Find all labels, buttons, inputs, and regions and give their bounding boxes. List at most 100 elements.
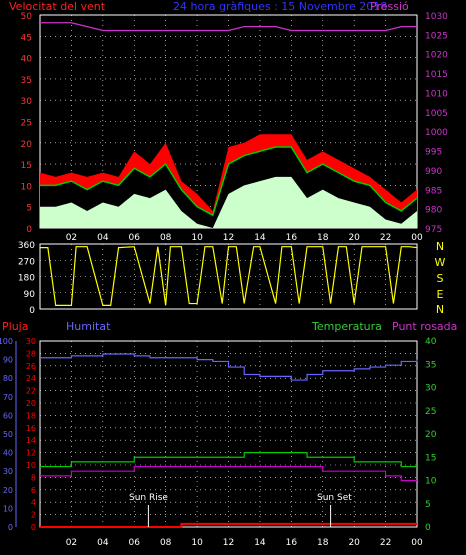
rain-tick-label: 6 <box>31 486 36 495</box>
x-tick-label: 14 <box>254 538 266 548</box>
rain-tick-label: 12 <box>26 449 36 458</box>
rain-tick-label: 22 <box>26 387 36 396</box>
rain-legend: Pluja <box>2 320 28 333</box>
rain-tick-label: 0 <box>31 523 36 532</box>
temp-tick-label: 5 <box>425 500 431 510</box>
temp-tick-label: 40 <box>425 337 437 347</box>
x-tick-label: 02 <box>66 538 77 548</box>
rain-tick-label: 20 <box>26 399 36 408</box>
wind-speed-label: Velocitat del vent <box>9 0 106 13</box>
x-tick-label: 10 <box>191 538 203 548</box>
temp-tick-label: 25 <box>425 407 436 417</box>
y2-tick-label: 1000 <box>425 128 448 138</box>
rain-tick-label: 10 <box>26 461 36 470</box>
y-tick-label: 35 <box>21 76 32 86</box>
x-tick-label: 18 <box>317 233 329 243</box>
humidity-tick-label: 20 <box>3 486 13 495</box>
x-tick-label: 10 <box>191 233 203 243</box>
x-tick-label: 20 <box>348 538 360 548</box>
y-tick-label: 40 <box>21 55 33 65</box>
compass-label: N <box>436 303 444 316</box>
x-tick-label: 18 <box>317 538 329 548</box>
rain-tick-label: 28 <box>26 349 36 358</box>
wind-avg-line <box>40 146 418 217</box>
humidity-tick-label: 100 <box>0 337 13 346</box>
temp-tick-label: 20 <box>425 430 437 440</box>
temp-tick-label: 30 <box>425 384 437 394</box>
dewpoint-legend: Punt rosada <box>392 320 457 333</box>
y2-tick-label: 1025 <box>425 31 448 41</box>
x-tick-label: 00 <box>411 538 423 548</box>
x-tick-label: 06 <box>129 233 141 243</box>
x-tick-label: 14 <box>254 233 266 243</box>
y-tick-label: 0 <box>29 306 35 316</box>
compass-label: S <box>437 272 444 285</box>
x-tick-label: 16 <box>286 538 298 548</box>
pressure-line <box>40 22 417 32</box>
humidity-tick-label: 40 <box>3 449 13 458</box>
y2-tick-label: 1030 <box>425 12 448 22</box>
chart-title: 24 hora gràfiques : 15 Novembre 2018 <box>173 0 387 13</box>
y-tick-label: 25 <box>21 119 32 129</box>
compass-label: E <box>437 288 444 301</box>
y2-tick-label: 980 <box>425 206 442 216</box>
humidity-legend: Humitat <box>66 320 111 333</box>
wind-direction-line <box>40 246 418 306</box>
humidity-line <box>40 353 418 381</box>
humidity-tick-label: 70 <box>3 393 13 402</box>
humidity-tick-label: 50 <box>3 430 13 439</box>
sunrise-label: Sun Rise <box>129 493 168 503</box>
x-tick-label: 12 <box>223 233 234 243</box>
humidity-tick-label: 90 <box>3 356 13 365</box>
y2-tick-label: 990 <box>425 167 442 177</box>
compass-label: W <box>435 256 446 269</box>
y-tick-label: 0 <box>26 225 32 235</box>
x-tick-label: 22 <box>380 233 391 243</box>
x-tick-label: 02 <box>66 233 77 243</box>
temperature-legend: Temperatura <box>311 320 382 333</box>
rain-tick-label: 2 <box>31 511 36 520</box>
x-tick-label: 04 <box>97 538 109 548</box>
y2-tick-label: 985 <box>425 186 442 196</box>
y2-tick-label: 1020 <box>425 51 448 61</box>
y-tick-label: 30 <box>21 97 33 107</box>
dewpoint-line <box>40 465 417 482</box>
sunset-label: Sun Set <box>317 493 352 503</box>
y2-tick-label: 995 <box>425 148 442 158</box>
climate-panel: 0246810121416182022242628300102030405060… <box>0 337 437 548</box>
y-tick-label: 20 <box>21 140 33 150</box>
rain-tick-label: 8 <box>31 473 36 482</box>
rain-tick-label: 4 <box>31 498 36 507</box>
rain-tick-label: 18 <box>26 411 36 420</box>
y-tick-label: 10 <box>21 182 33 192</box>
x-tick-label: 00 <box>411 233 423 243</box>
y-tick-label: 45 <box>21 33 32 43</box>
pressure-label: Pressió <box>370 0 409 13</box>
y-tick-label: 5 <box>26 204 32 214</box>
humidity-tick-label: 30 <box>3 467 13 476</box>
rain-tick-label: 16 <box>26 424 36 433</box>
y2-tick-label: 975 <box>425 225 442 235</box>
y-tick-label: 90 <box>24 290 36 300</box>
wind-pressure-panel: 0510152025303540455097598098599099510001… <box>21 12 449 243</box>
x-tick-label: 06 <box>129 538 141 548</box>
y-tick-label: 360 <box>18 241 35 251</box>
temperature-line <box>40 452 417 468</box>
humidity-tick-label: 80 <box>3 374 13 383</box>
temp-tick-label: 15 <box>425 453 436 463</box>
x-tick-label: 20 <box>348 233 360 243</box>
y-tick-label: 180 <box>18 274 35 284</box>
rain-tick-label: 14 <box>26 436 36 445</box>
temp-tick-label: 35 <box>425 360 436 370</box>
rain-line <box>40 522 417 528</box>
wind-min-area <box>40 176 417 228</box>
y-tick-label: 270 <box>18 257 35 267</box>
x-tick-label: 08 <box>160 233 172 243</box>
rain-tick-label: 26 <box>26 362 36 371</box>
y2-tick-label: 1015 <box>425 70 448 80</box>
x-tick-label: 04 <box>97 233 109 243</box>
rain-tick-label: 30 <box>26 337 36 346</box>
y2-tick-label: 1005 <box>425 109 448 119</box>
